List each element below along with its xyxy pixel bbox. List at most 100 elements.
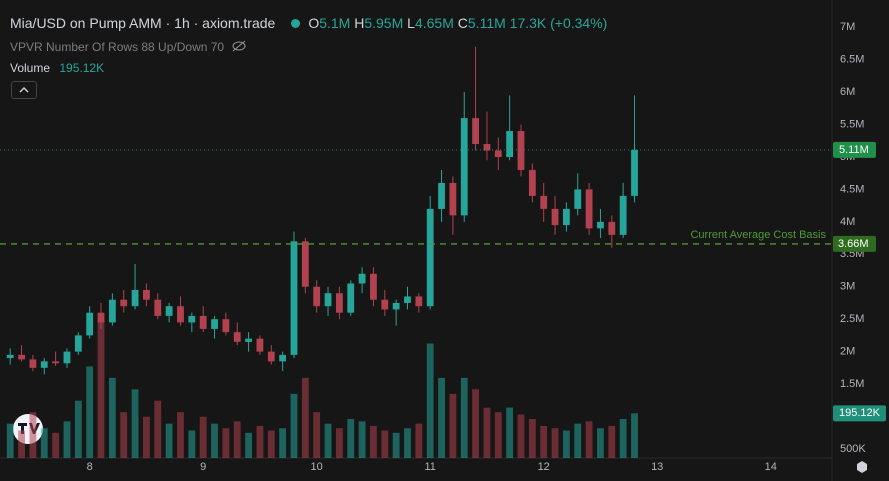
volume-value: 195.12K bbox=[59, 61, 105, 75]
volume-bar bbox=[370, 425, 377, 458]
candle-body bbox=[97, 312, 105, 323]
hide-icon[interactable] bbox=[231, 40, 247, 52]
x-tick-label: 8 bbox=[87, 461, 93, 473]
candle-body bbox=[494, 150, 502, 157]
candle-body bbox=[313, 286, 321, 307]
candle-body bbox=[472, 118, 479, 145]
candle-body bbox=[256, 338, 264, 352]
y-tick-label: 6M bbox=[840, 86, 855, 98]
volume-bar bbox=[52, 432, 60, 458]
volume-bar bbox=[29, 412, 37, 458]
candle-body bbox=[177, 306, 184, 323]
indicator-row: VPVR Number Of Rows 88 Up/Down 70 bbox=[10, 39, 246, 54]
cost-basis-text: Current Average Cost Basis bbox=[690, 229, 826, 241]
candle-body bbox=[63, 351, 71, 364]
candle-body bbox=[619, 195, 627, 235]
candle-body bbox=[165, 306, 173, 316]
candle-body bbox=[324, 293, 332, 307]
x-tick-label: 10 bbox=[311, 461, 323, 473]
volume-bar bbox=[313, 412, 321, 458]
candle-body bbox=[438, 182, 445, 209]
y-tick-label: 1.5M bbox=[840, 378, 864, 390]
candle-body bbox=[290, 241, 298, 355]
y-tick-label: 2.5M bbox=[840, 313, 864, 325]
candle-body bbox=[631, 149, 638, 196]
settings-icon[interactable] bbox=[857, 461, 867, 473]
candle-body bbox=[608, 221, 616, 235]
candle-body bbox=[267, 351, 275, 362]
ohlc-key: O bbox=[308, 15, 320, 31]
volume-bar bbox=[74, 400, 82, 458]
candle-body bbox=[426, 208, 434, 307]
ohlc-value: 4.65M bbox=[414, 15, 454, 31]
volume-bar bbox=[177, 412, 184, 458]
volume-bar bbox=[619, 419, 627, 458]
volume-bar bbox=[222, 428, 230, 458]
candle-body bbox=[540, 195, 548, 209]
volume-bar bbox=[438, 377, 445, 458]
volume-bar bbox=[301, 377, 309, 458]
volume-bar bbox=[460, 377, 468, 458]
volume-bar bbox=[131, 389, 139, 458]
x-tick-label: 9 bbox=[200, 461, 206, 473]
volume-bar bbox=[143, 416, 150, 458]
volume-bar bbox=[290, 393, 298, 458]
candle-body bbox=[404, 296, 411, 303]
volume-bar bbox=[597, 428, 604, 458]
volume-bar bbox=[233, 421, 241, 458]
x-tick-label: 14 bbox=[765, 461, 777, 473]
volume-bar bbox=[120, 412, 128, 458]
candle-body bbox=[415, 296, 423, 307]
indicator: VPVR Number Of Rows 88 Up/Down 70 bbox=[10, 40, 225, 54]
volume-bar bbox=[404, 428, 411, 458]
candle-body bbox=[86, 312, 94, 336]
ohlc-value: 5.11M bbox=[467, 15, 506, 31]
candle-body bbox=[29, 359, 37, 368]
y-tick-label: 4M bbox=[840, 216, 855, 228]
change: 17.3K (+0.34%) bbox=[509, 15, 608, 31]
volume-bar bbox=[18, 430, 25, 458]
volume-bar bbox=[517, 414, 525, 458]
volume-bar bbox=[279, 428, 287, 458]
ohlc-value: 5.95M bbox=[364, 15, 404, 31]
tv-logo bbox=[13, 414, 43, 444]
volume-bar bbox=[86, 366, 94, 458]
status-dot bbox=[291, 19, 301, 28]
candle-body bbox=[483, 144, 491, 151]
y-tick-label: 2M bbox=[840, 346, 855, 358]
volume-bar bbox=[506, 407, 514, 458]
y-tick-label: 7M bbox=[840, 21, 855, 33]
candle-body bbox=[585, 189, 593, 229]
volume-bar bbox=[40, 428, 48, 458]
volume-bar bbox=[165, 423, 173, 458]
candle-body bbox=[335, 293, 343, 313]
last-price-label: 5.11M bbox=[839, 144, 869, 156]
y-tick-label: 6.5M bbox=[840, 54, 864, 66]
volume-bar bbox=[6, 423, 14, 458]
ohlc-value: 5.1M bbox=[319, 15, 351, 31]
volume-bar bbox=[267, 430, 275, 458]
x-tick-label: 12 bbox=[538, 461, 550, 473]
volume-bar bbox=[108, 377, 116, 458]
volume-bar bbox=[551, 428, 559, 458]
legend-header: Mia/USD on Pump AMM · 1h · axiom.trade O5… bbox=[10, 15, 607, 31]
candle-body bbox=[597, 221, 604, 229]
candle-body bbox=[528, 169, 536, 196]
candle-body bbox=[233, 332, 241, 342]
candle-body bbox=[222, 319, 230, 333]
volume-bar bbox=[358, 421, 366, 458]
volume-bar bbox=[324, 423, 332, 458]
candle-body bbox=[120, 299, 128, 307]
volume-bar bbox=[483, 407, 491, 458]
candle-body bbox=[449, 182, 457, 216]
candle-body bbox=[370, 273, 377, 300]
y-tick-label: 500K bbox=[840, 443, 866, 455]
volume-bar bbox=[528, 419, 536, 458]
collapse-button[interactable] bbox=[11, 81, 37, 99]
candle-body bbox=[347, 283, 355, 313]
volume-name: Volume bbox=[10, 61, 51, 75]
y-tick-label: 5.5M bbox=[840, 118, 864, 130]
volume-bar bbox=[562, 430, 570, 458]
volume-bar bbox=[608, 425, 616, 458]
